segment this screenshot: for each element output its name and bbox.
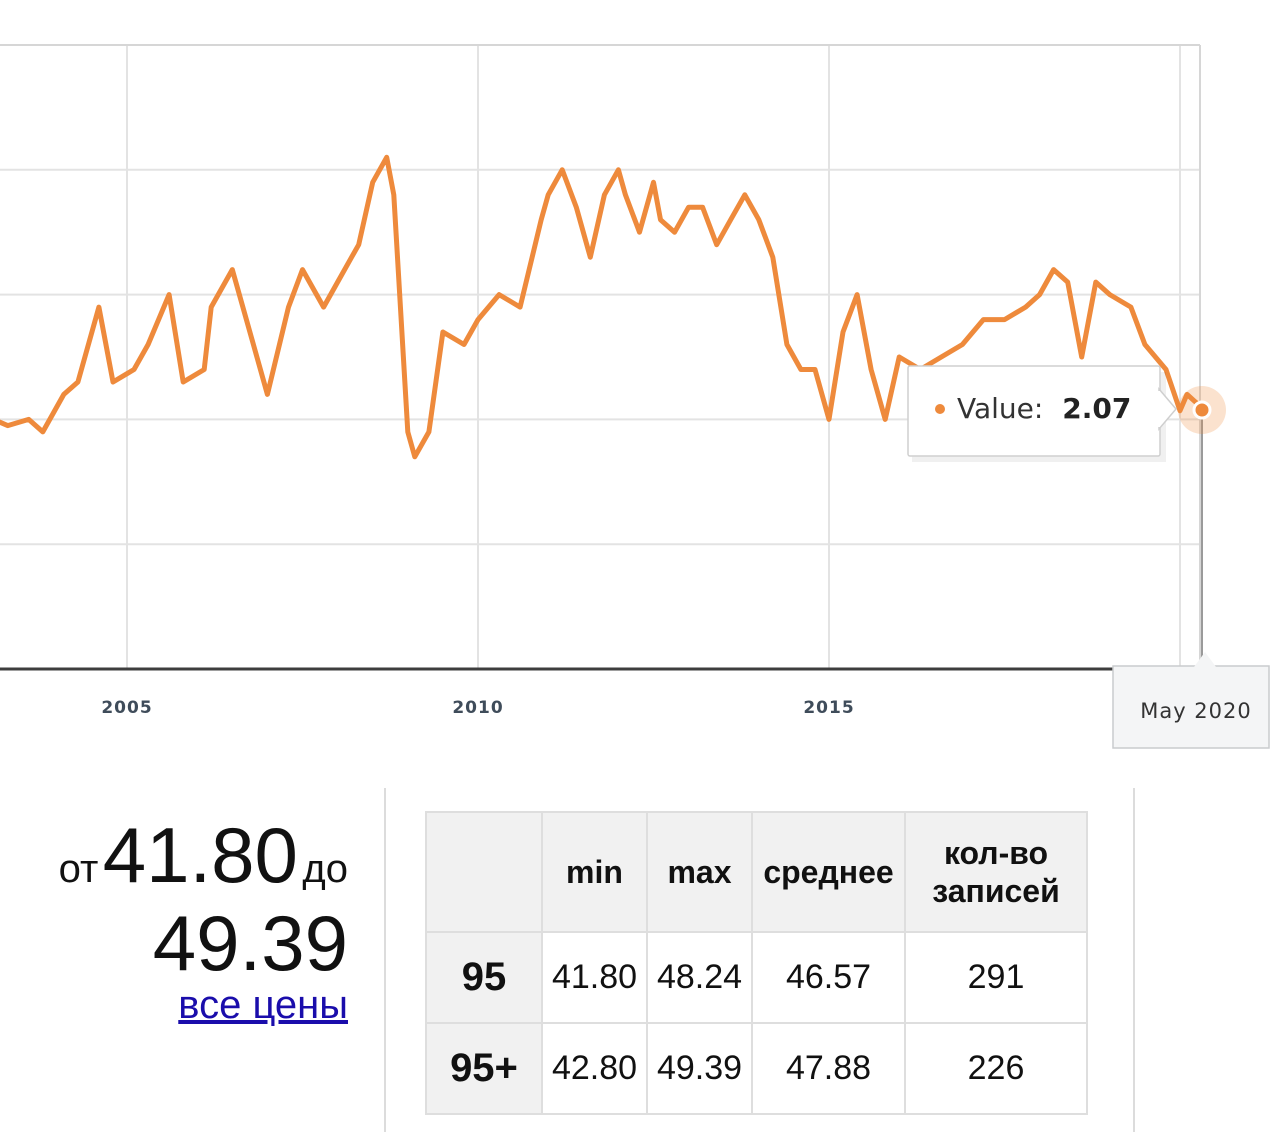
row-label: 95 — [425, 931, 543, 1024]
tooltip-value: 2.07 — [1062, 392, 1131, 425]
table-row: 95+ 42.80 49.39 47.88 226 — [425, 1022, 1088, 1115]
price-range-summary: от 41.80 до 49.39 все цены — [0, 810, 348, 1028]
header-max: max — [646, 811, 753, 933]
x-tick-label: 2005 — [101, 698, 152, 718]
table-cell: 48.24 — [646, 931, 753, 1024]
hover-point — [1178, 386, 1226, 434]
chart-grid — [0, 44, 1201, 669]
from-word: от — [58, 847, 99, 891]
to-word: до — [302, 847, 348, 891]
date-callout: May 2020 — [1112, 652, 1270, 749]
header-min: min — [541, 811, 648, 933]
tooltip-label: Value: — [957, 392, 1043, 425]
table-header-row: min max среднее кол-во записей — [425, 811, 1088, 933]
series-line — [0, 154, 1211, 460]
table-cell: 41.80 — [541, 931, 648, 1024]
table-cell: 42.80 — [541, 1022, 648, 1115]
table-cell: 291 — [904, 931, 1088, 1024]
column-divider — [1133, 788, 1135, 1132]
table-cell: 46.57 — [751, 931, 906, 1024]
fuel-price-table: min max среднее кол-во записей 95 41.80 … — [425, 811, 1088, 1115]
table-cell: 226 — [904, 1022, 1088, 1115]
x-tick-label: 2010 — [452, 698, 503, 718]
x-axis-ticks: 2005 2010 2015 — [101, 698, 854, 718]
tooltip-dot-icon — [935, 404, 945, 414]
table-cell: 49.39 — [646, 1022, 753, 1115]
header-record-count: кол-во записей — [904, 811, 1088, 933]
header-empty-cell — [425, 811, 543, 933]
value-tooltip: Value: 2.07 — [907, 365, 1177, 462]
table-cell: 47.88 — [751, 1022, 906, 1115]
all-prices-link[interactable]: все цены — [178, 983, 348, 1027]
header-average: среднее — [751, 811, 906, 933]
table-row: 95 41.80 48.24 46.57 291 — [425, 931, 1088, 1024]
hover-point-marker — [1192, 400, 1212, 420]
svg-text:Value: 2.07: Value: 2.07 — [957, 392, 1131, 425]
column-divider — [384, 788, 386, 1132]
max-price: 49.39 — [152, 899, 348, 987]
min-price: 41.80 — [102, 811, 298, 899]
row-label: 95+ — [425, 1022, 543, 1115]
x-tick-label: 2015 — [803, 698, 854, 718]
tooltip-date: May 2020 — [1140, 699, 1252, 723]
price-line-chart: 2005 2010 2015 May 2020 Value: 2.07 — [0, 44, 1270, 749]
